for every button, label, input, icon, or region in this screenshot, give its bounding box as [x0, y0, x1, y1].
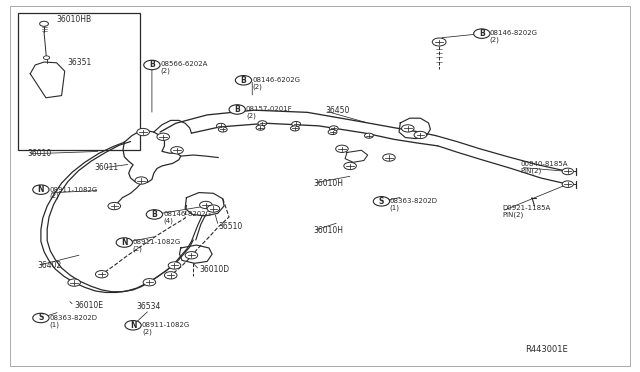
Circle shape [207, 205, 220, 212]
Text: 08911-1082G: 08911-1082G [49, 187, 97, 193]
Text: 08566-6202A: 08566-6202A [160, 61, 207, 67]
Text: (2): (2) [160, 68, 170, 74]
Circle shape [157, 133, 170, 141]
Circle shape [344, 162, 356, 170]
Circle shape [258, 121, 267, 126]
Circle shape [216, 123, 225, 128]
Circle shape [291, 126, 300, 131]
Circle shape [383, 154, 396, 161]
Text: 36010D: 36010D [200, 265, 230, 274]
Text: 08911-1082G: 08911-1082G [142, 322, 190, 328]
Text: (1): (1) [49, 321, 59, 328]
Text: (4): (4) [163, 217, 173, 224]
Text: 36010H: 36010H [314, 226, 344, 235]
Circle shape [330, 126, 338, 131]
Text: N: N [38, 185, 44, 194]
Circle shape [365, 133, 373, 138]
Circle shape [137, 128, 149, 136]
Circle shape [95, 270, 108, 278]
Circle shape [108, 202, 120, 210]
Circle shape [218, 127, 227, 132]
Text: S: S [379, 197, 384, 206]
Circle shape [68, 279, 81, 286]
Text: 36351: 36351 [68, 58, 92, 67]
Text: 36010HB: 36010HB [56, 15, 92, 23]
Text: 00840-8185A: 00840-8185A [521, 161, 568, 167]
Circle shape [562, 181, 573, 187]
Text: PIN(2): PIN(2) [502, 211, 523, 218]
Text: (2): (2) [246, 112, 256, 119]
Circle shape [373, 196, 390, 206]
Text: (2): (2) [49, 193, 59, 199]
Circle shape [116, 238, 132, 247]
Text: 08157-0201F: 08157-0201F [246, 106, 292, 112]
Circle shape [33, 185, 49, 195]
Text: 08363-8202D: 08363-8202D [49, 315, 97, 321]
Circle shape [401, 125, 414, 132]
Circle shape [185, 251, 198, 259]
Text: 36402: 36402 [38, 261, 62, 270]
Text: 08146-8202G: 08146-8202G [163, 211, 211, 217]
Circle shape [256, 125, 265, 130]
Circle shape [144, 60, 160, 70]
Text: 08363-8202D: 08363-8202D [390, 198, 438, 204]
Circle shape [147, 210, 163, 219]
Circle shape [168, 262, 180, 269]
Text: (2): (2) [490, 36, 499, 43]
Text: B: B [234, 105, 240, 114]
Text: B: B [152, 210, 157, 219]
Circle shape [171, 147, 183, 154]
Text: 36534: 36534 [137, 302, 161, 311]
Circle shape [135, 177, 148, 184]
Text: 36510: 36510 [218, 222, 243, 231]
Circle shape [200, 201, 212, 209]
Circle shape [33, 313, 49, 323]
Text: B: B [479, 29, 484, 38]
Circle shape [164, 272, 177, 279]
Circle shape [336, 145, 348, 153]
Text: 36011: 36011 [94, 163, 118, 172]
Text: B: B [149, 61, 155, 70]
Circle shape [44, 56, 50, 60]
Text: (1): (1) [390, 205, 399, 211]
Circle shape [414, 131, 427, 139]
Text: (2): (2) [132, 246, 142, 252]
Circle shape [236, 76, 252, 85]
Circle shape [229, 105, 245, 114]
Text: PIN(2): PIN(2) [521, 167, 542, 174]
Circle shape [432, 38, 446, 46]
Text: 08146-6202G: 08146-6202G [252, 77, 300, 83]
Text: R443001E: R443001E [525, 345, 568, 354]
Text: N: N [121, 238, 127, 247]
Text: 36450: 36450 [325, 106, 349, 115]
Circle shape [328, 129, 337, 135]
Circle shape [562, 168, 573, 175]
Text: 36010H: 36010H [314, 179, 344, 187]
Text: D0921-1185A: D0921-1185A [502, 205, 550, 211]
Circle shape [292, 122, 301, 126]
Text: 08146-8202G: 08146-8202G [490, 30, 538, 36]
Text: 36010E: 36010E [74, 301, 103, 310]
Text: 08911-1082G: 08911-1082G [132, 239, 180, 245]
Bar [18, 13, 140, 150]
Circle shape [143, 279, 156, 286]
Circle shape [125, 321, 141, 330]
Text: (2): (2) [252, 83, 262, 90]
Text: S: S [38, 314, 44, 323]
Text: N: N [130, 321, 136, 330]
Text: B: B [241, 76, 246, 85]
Circle shape [474, 29, 490, 38]
Text: (2): (2) [142, 328, 152, 335]
Circle shape [40, 21, 49, 26]
Text: 36010: 36010 [28, 150, 52, 158]
